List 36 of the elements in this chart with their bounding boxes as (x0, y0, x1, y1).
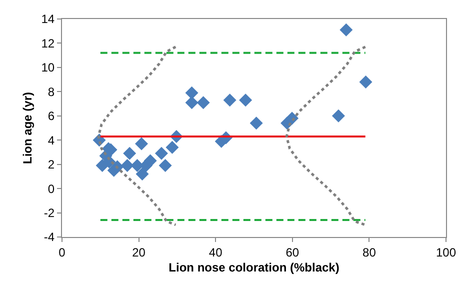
point (158, 159, 172, 172)
point (130, 159, 144, 172)
x-tick-label: 0 (58, 245, 66, 260)
x-tick-label: 40 (208, 245, 223, 260)
point (134, 137, 148, 150)
point (144, 154, 157, 168)
point (239, 94, 252, 107)
y-tick-label: 6 (48, 109, 55, 124)
point (196, 96, 210, 110)
x-axis-title: Lion nose coloration (%black) (168, 260, 340, 274)
y-tick-label: -4 (44, 230, 55, 244)
x-tick-label: 80 (362, 245, 376, 260)
point (136, 168, 149, 181)
x-tick-label: 20 (132, 245, 146, 260)
y-tick-label: 10 (41, 60, 55, 75)
point (166, 140, 179, 154)
point (120, 159, 134, 172)
y-tick-label: -2 (44, 206, 55, 220)
y-tick-label: 8 (48, 84, 55, 99)
point (340, 23, 353, 36)
y-tick-label: 2 (48, 158, 55, 172)
point (359, 75, 372, 88)
point (223, 94, 236, 107)
y-tick-label: 12 (41, 36, 55, 50)
point (185, 96, 198, 110)
point (185, 86, 198, 100)
y-tick-label: 0 (48, 182, 55, 196)
x-tick-label: 60 (286, 245, 300, 260)
point (154, 146, 168, 160)
x-tick-label: 100 (436, 245, 456, 260)
point (250, 116, 263, 130)
y-tick-label: 14 (41, 12, 55, 26)
point (332, 109, 345, 122)
y-axis-title: Lion age (yr) (20, 92, 35, 164)
y-tick-label: 4 (48, 133, 55, 148)
point (123, 146, 136, 160)
